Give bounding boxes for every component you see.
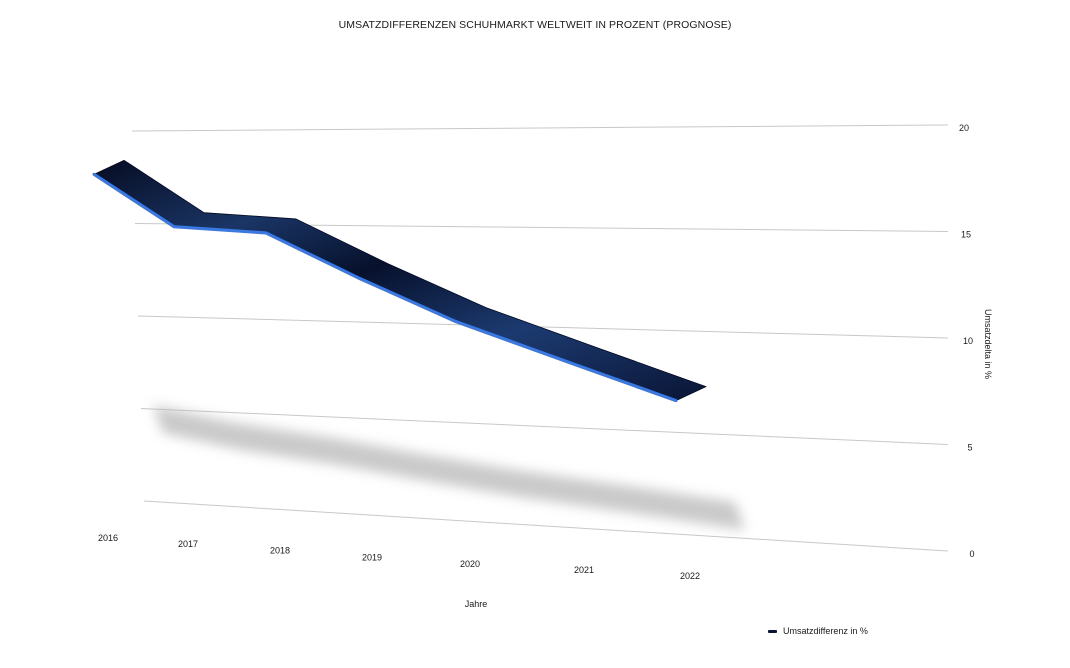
gridline-5 <box>140 408 949 445</box>
x-tick-label: 2020 <box>460 559 480 569</box>
data-point-2018 <box>264 231 268 235</box>
chart-title: UMSATZDIFFERENZEN SCHUHMARKT WELTWEIT IN… <box>338 19 732 31</box>
data-point-2019 <box>356 276 360 280</box>
data-point-2017 <box>172 225 176 229</box>
y-axis-title: Umsatzdelta in % <box>983 309 993 379</box>
x-tick-layer: 2016 2017 2018 2019 2020 2021 2022 <box>98 533 700 581</box>
y-tick-label: 0 <box>969 549 974 559</box>
series-ribbon-surface <box>93 159 707 402</box>
gridline-20 <box>131 124 949 132</box>
data-point-2021 <box>568 361 572 365</box>
x-axis-title: Jahre <box>465 599 488 609</box>
gridline-0 <box>143 500 949 552</box>
x-tick-label: 2019 <box>362 553 382 563</box>
y-tick-label: 5 <box>967 443 972 453</box>
grid-layer <box>131 124 949 552</box>
ribbon-layer <box>92 159 707 403</box>
x-tick-label: 2018 <box>270 545 290 555</box>
x-tick-label: 2016 <box>98 533 118 543</box>
y-tick-label: 10 <box>963 336 973 346</box>
legend-swatch <box>768 629 777 633</box>
legend: Umsatzdifferenz in % <box>768 626 868 636</box>
data-point-2022 <box>674 399 678 403</box>
legend-label: Umsatzdifferenz in % <box>783 626 868 636</box>
shadow-layer <box>153 405 745 530</box>
y-tick-layer: 0 5 10 15 20 <box>959 123 975 559</box>
series-shadow <box>153 405 745 530</box>
gridline-10 <box>137 315 949 339</box>
x-tick-label: 2021 <box>574 565 594 575</box>
y-tick-label: 15 <box>961 230 971 240</box>
x-tick-label: 2017 <box>178 539 198 549</box>
y-tick-label: 20 <box>959 123 969 133</box>
x-tick-label: 2022 <box>680 571 700 581</box>
data-point-2020 <box>454 320 458 324</box>
data-point-2016 <box>92 172 96 176</box>
